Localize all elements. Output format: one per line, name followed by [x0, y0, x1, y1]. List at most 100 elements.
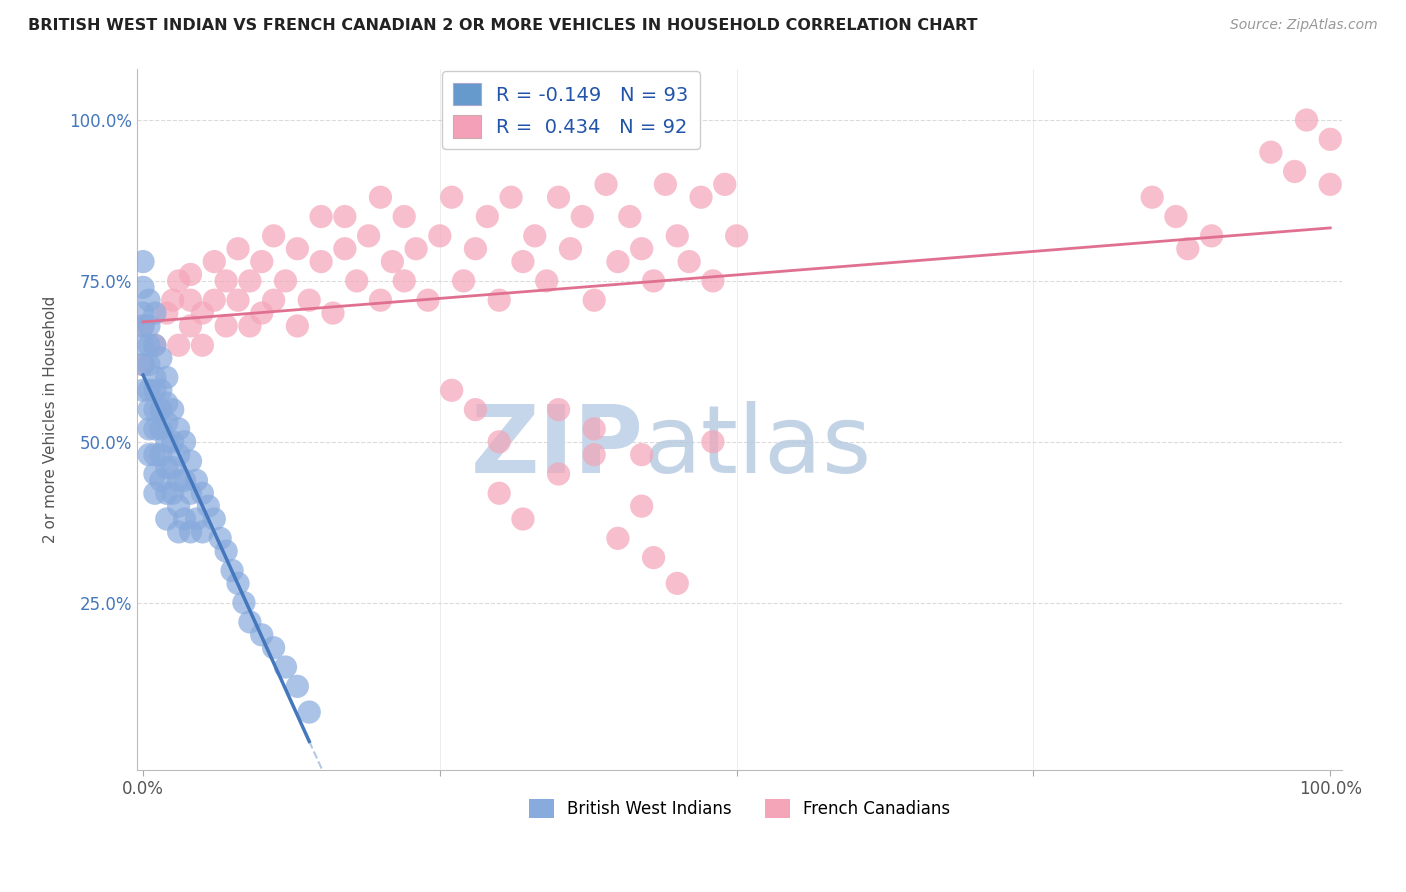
Point: [630, 499, 652, 513]
Point: [215, 544, 238, 558]
Point: [226, 242, 249, 256]
Point: [162, 486, 184, 500]
Point: [606, 254, 628, 268]
Point: [143, 467, 166, 481]
Point: [226, 576, 249, 591]
Point: [285, 318, 308, 333]
Point: [1319, 178, 1341, 192]
Point: [167, 474, 190, 488]
Point: [143, 306, 166, 320]
Point: [250, 254, 273, 268]
Point: [488, 434, 510, 449]
Point: [162, 402, 184, 417]
Point: [464, 402, 486, 417]
Point: [333, 242, 356, 256]
Point: [630, 242, 652, 256]
Point: [149, 402, 172, 417]
Point: [690, 190, 713, 204]
Point: [309, 210, 332, 224]
Point: [560, 242, 582, 256]
Point: [167, 524, 190, 539]
Point: [132, 254, 155, 268]
Point: [132, 318, 155, 333]
Point: [143, 338, 166, 352]
Point: [209, 531, 232, 545]
Point: [1164, 210, 1187, 224]
Point: [512, 254, 534, 268]
Point: [180, 293, 202, 308]
Point: [536, 274, 558, 288]
Point: [202, 512, 225, 526]
Point: [156, 486, 179, 500]
Point: [156, 512, 179, 526]
Point: [239, 274, 262, 288]
Point: [523, 228, 546, 243]
Point: [221, 564, 243, 578]
Point: [138, 384, 160, 398]
Point: [167, 499, 190, 513]
Point: [138, 448, 160, 462]
Point: [583, 422, 606, 436]
Point: [547, 402, 569, 417]
Point: [143, 384, 166, 398]
Point: [226, 293, 249, 308]
Point: [132, 318, 155, 333]
Point: [322, 306, 344, 320]
Point: [149, 422, 172, 436]
Point: [285, 679, 308, 693]
Text: Source: ZipAtlas.com: Source: ZipAtlas.com: [1230, 18, 1378, 32]
Point: [143, 402, 166, 417]
Point: [595, 178, 617, 192]
Point: [488, 486, 510, 500]
Point: [180, 486, 202, 500]
Point: [357, 228, 380, 243]
Point: [298, 705, 321, 719]
Point: [138, 293, 160, 308]
Point: [416, 293, 439, 308]
Point: [298, 293, 321, 308]
Point: [464, 242, 486, 256]
Point: [191, 338, 214, 352]
Text: atlas: atlas: [643, 401, 872, 493]
Point: [162, 460, 184, 475]
Point: [263, 293, 285, 308]
Point: [132, 280, 155, 294]
Point: [499, 190, 522, 204]
Point: [156, 460, 179, 475]
Point: [725, 228, 748, 243]
Point: [512, 512, 534, 526]
Point: [643, 274, 665, 288]
Point: [180, 318, 202, 333]
Point: [429, 228, 451, 243]
Point: [132, 384, 155, 398]
Point: [643, 550, 665, 565]
Point: [167, 274, 190, 288]
Point: [167, 448, 190, 462]
Point: [191, 306, 214, 320]
Point: [619, 210, 641, 224]
Point: [138, 402, 160, 417]
Point: [1201, 228, 1223, 243]
Point: [191, 486, 214, 500]
Text: BRITISH WEST INDIAN VS FRENCH CANADIAN 2 OR MORE VEHICLES IN HOUSEHOLD CORRELATI: BRITISH WEST INDIAN VS FRENCH CANADIAN 2…: [28, 18, 977, 33]
Point: [630, 448, 652, 462]
Point: [156, 434, 179, 449]
Point: [583, 293, 606, 308]
Point: [370, 293, 392, 308]
Point: [274, 274, 297, 288]
Text: ZIP: ZIP: [471, 401, 643, 493]
Point: [702, 434, 724, 449]
Point: [149, 448, 172, 462]
Point: [138, 318, 160, 333]
Point: [143, 486, 166, 500]
Point: [713, 178, 735, 192]
Point: [143, 370, 166, 384]
Point: [215, 318, 238, 333]
Point: [285, 242, 308, 256]
Point: [191, 524, 214, 539]
Point: [702, 274, 724, 288]
Point: [162, 293, 184, 308]
Point: [309, 254, 332, 268]
Point: [180, 268, 202, 282]
Point: [202, 293, 225, 308]
